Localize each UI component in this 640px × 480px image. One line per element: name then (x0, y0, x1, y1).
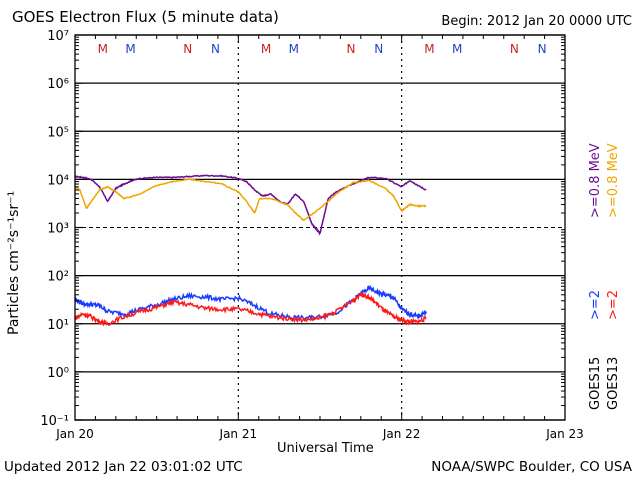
y-tick-label: 10³ (47, 222, 69, 237)
y-tick-label: 10⁷ (47, 29, 69, 44)
x-tick-label: Jan 20 (55, 427, 94, 441)
chart-title: GOES Electron Flux (5 minute data) (12, 8, 279, 26)
x-tick-label: Jan 21 (219, 427, 258, 441)
time-marker: M (125, 42, 135, 56)
time-marker: N (374, 42, 383, 56)
legend-entry: >=0.8 MeV (606, 143, 621, 218)
legend-entry: GOES13 (606, 356, 621, 410)
time-marker: M (261, 42, 271, 56)
y-tick-label: 10⁶ (47, 77, 69, 92)
updated-timestamp: Updated 2012 Jan 22 03:01:02 UTC (4, 459, 243, 475)
plot-frame (74, 34, 566, 421)
legend-entry: >=2 (606, 289, 621, 320)
time-marker: N (538, 42, 547, 56)
series-line (74, 291, 427, 327)
series-line (74, 178, 427, 222)
y-tick-label: 10⁵ (47, 125, 69, 140)
x-tick-label: Jan 22 (382, 427, 421, 441)
legend-entry: >=0.8 MeV (588, 143, 603, 218)
time-marker: N (211, 42, 220, 56)
y-tick-label: 10¹ (47, 318, 69, 333)
series-line (74, 174, 427, 236)
y-tick-label: 10⁴ (47, 173, 69, 188)
legend-entry: >=2 (588, 289, 603, 320)
begin-time: Begin: 2012 Jan 20 0000 UTC (441, 14, 632, 29)
x-tick-label: Jan 23 (545, 427, 584, 441)
series-layer (74, 174, 427, 327)
y-tick-label: 10⁰ (47, 366, 69, 381)
y-axis-label: Particles cm⁻²s⁻¹sr⁻¹ (6, 190, 22, 335)
time-marker: N (183, 42, 192, 56)
time-marker: N (510, 42, 519, 56)
axis-layer: 10⁻¹ 10⁰ 10¹ 10² 10³ 10⁴ 10⁵ 10⁶ 10⁷ Jan 20 Jan 21… (40, 29, 583, 441)
time-marker: M (424, 42, 434, 56)
credit-text: NOAA/SWPC Boulder, CO USA (431, 459, 632, 475)
time-marker: M (289, 42, 299, 56)
x-axis-label: Universal Time (277, 441, 374, 456)
time-marker: M (98, 42, 108, 56)
time-marker: N (347, 42, 356, 56)
y-tick-label: 10² (47, 270, 69, 285)
legend-entry: GOES15 (588, 356, 603, 410)
time-marker: M (452, 42, 462, 56)
y-tick-label: 10⁻¹ (40, 414, 69, 429)
grid-layer (75, 34, 565, 421)
